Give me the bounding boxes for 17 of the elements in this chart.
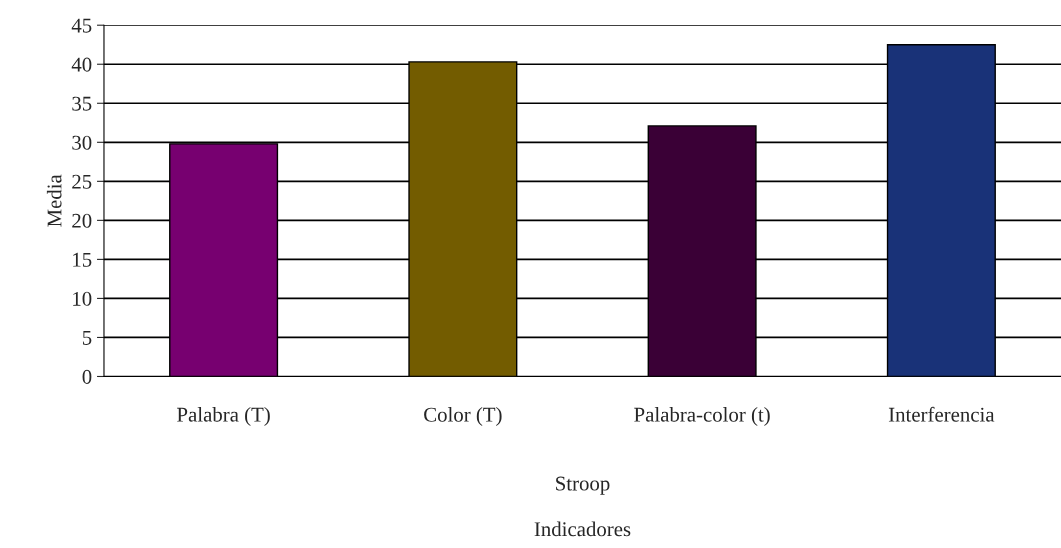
x-tick-label: Palabra (T) (177, 407, 270, 426)
y-tick-label: 5 (82, 331, 92, 345)
y-tick-label: 35 (72, 96, 92, 111)
y-tick-label: 15 (73, 252, 92, 267)
y-tick-label: 30 (72, 135, 92, 150)
text: Stroop (556, 476, 610, 495)
y-tick-label: 40 (71, 57, 92, 72)
y-tick-label: 45 (71, 18, 92, 33)
x-tick-label: Color (T) (424, 407, 502, 426)
y-tick-label: 20 (72, 213, 92, 228)
y-tick-label: 10 (73, 291, 92, 306)
y-tick-label: 25 (72, 174, 92, 189)
x-tick-label: Palabra-color (t) (634, 407, 770, 426)
x-tick-label: Interferencia (888, 406, 995, 422)
y-axis-title: Media (46, 174, 62, 227)
y-tick-label: 0 (82, 369, 92, 384)
text: Indicadores (534, 521, 631, 537)
